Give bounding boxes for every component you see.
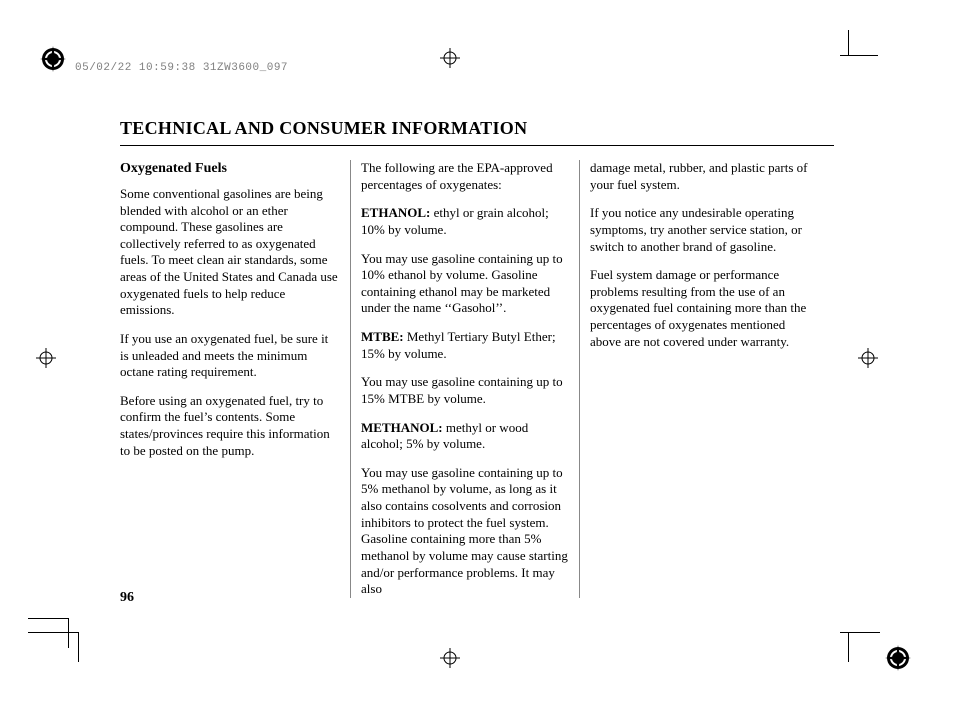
- crop-mark: [68, 618, 69, 648]
- crop-mark: [840, 632, 880, 633]
- body-paragraph: The following are the EPA-approved perce…: [361, 160, 569, 193]
- title-rule: [120, 145, 834, 146]
- body-paragraph: You may use gasoline containing up to 15…: [361, 374, 569, 407]
- page-content: TECHNICAL AND CONSUMER INFORMATION Oxyge…: [120, 118, 834, 598]
- body-paragraph: You may use gasoline containing up to 10…: [361, 251, 569, 318]
- registration-target-bottom: [440, 648, 460, 668]
- body-paragraph: If you notice any undesirable operating …: [590, 205, 810, 255]
- body-paragraph: Before using an oxygenated fuel, try to …: [120, 393, 340, 460]
- body-paragraph: Some conventional gasolines are being bl…: [120, 186, 340, 319]
- registration-target-left: [36, 348, 56, 368]
- column-1: Oxygenated Fuels Some conventional gasol…: [120, 160, 350, 598]
- page-number: 96: [120, 590, 134, 606]
- registration-star-tl: [40, 46, 66, 72]
- section-subhead: Oxygenated Fuels: [120, 160, 340, 178]
- body-paragraph: You may use gasoline containing up to 5%…: [361, 465, 569, 598]
- registration-target-right: [858, 348, 878, 368]
- column-2: The following are the EPA-approved perce…: [350, 160, 580, 598]
- registration-target-top: [440, 48, 460, 68]
- crop-mark: [848, 632, 849, 662]
- body-paragraph: Fuel system damage or performance proble…: [590, 267, 810, 350]
- fuel-label-methanol: METHANOL:: [361, 420, 443, 435]
- body-paragraph: ETHANOL: ethyl or grain alcohol; 10% by …: [361, 205, 569, 238]
- print-timestamp: 05/02/22 10:59:38 31ZW3600_097: [75, 62, 288, 74]
- body-paragraph: MTBE: Methyl Tertiary Butyl Ether; 15% b…: [361, 329, 569, 362]
- column-3: damage metal, rubber, and plastic parts …: [580, 160, 810, 598]
- page-title: TECHNICAL AND CONSUMER INFORMATION: [120, 118, 834, 139]
- registration-star-br: [885, 645, 911, 671]
- crop-mark: [860, 55, 878, 56]
- fuel-label-mtbe: MTBE:: [361, 329, 404, 344]
- crop-mark: [78, 632, 79, 662]
- crop-mark: [28, 618, 68, 619]
- text-columns: Oxygenated Fuels Some conventional gasol…: [120, 160, 834, 598]
- body-paragraph: damage metal, rubber, and plastic parts …: [590, 160, 810, 193]
- crop-mark: [28, 632, 78, 633]
- body-paragraph: METHANOL: methyl or wood alcohol; 5% by …: [361, 420, 569, 453]
- crop-mark: [848, 30, 849, 55]
- fuel-label-ethanol: ETHANOL:: [361, 205, 430, 220]
- body-paragraph: If you use an oxygenated fuel, be sure i…: [120, 331, 340, 381]
